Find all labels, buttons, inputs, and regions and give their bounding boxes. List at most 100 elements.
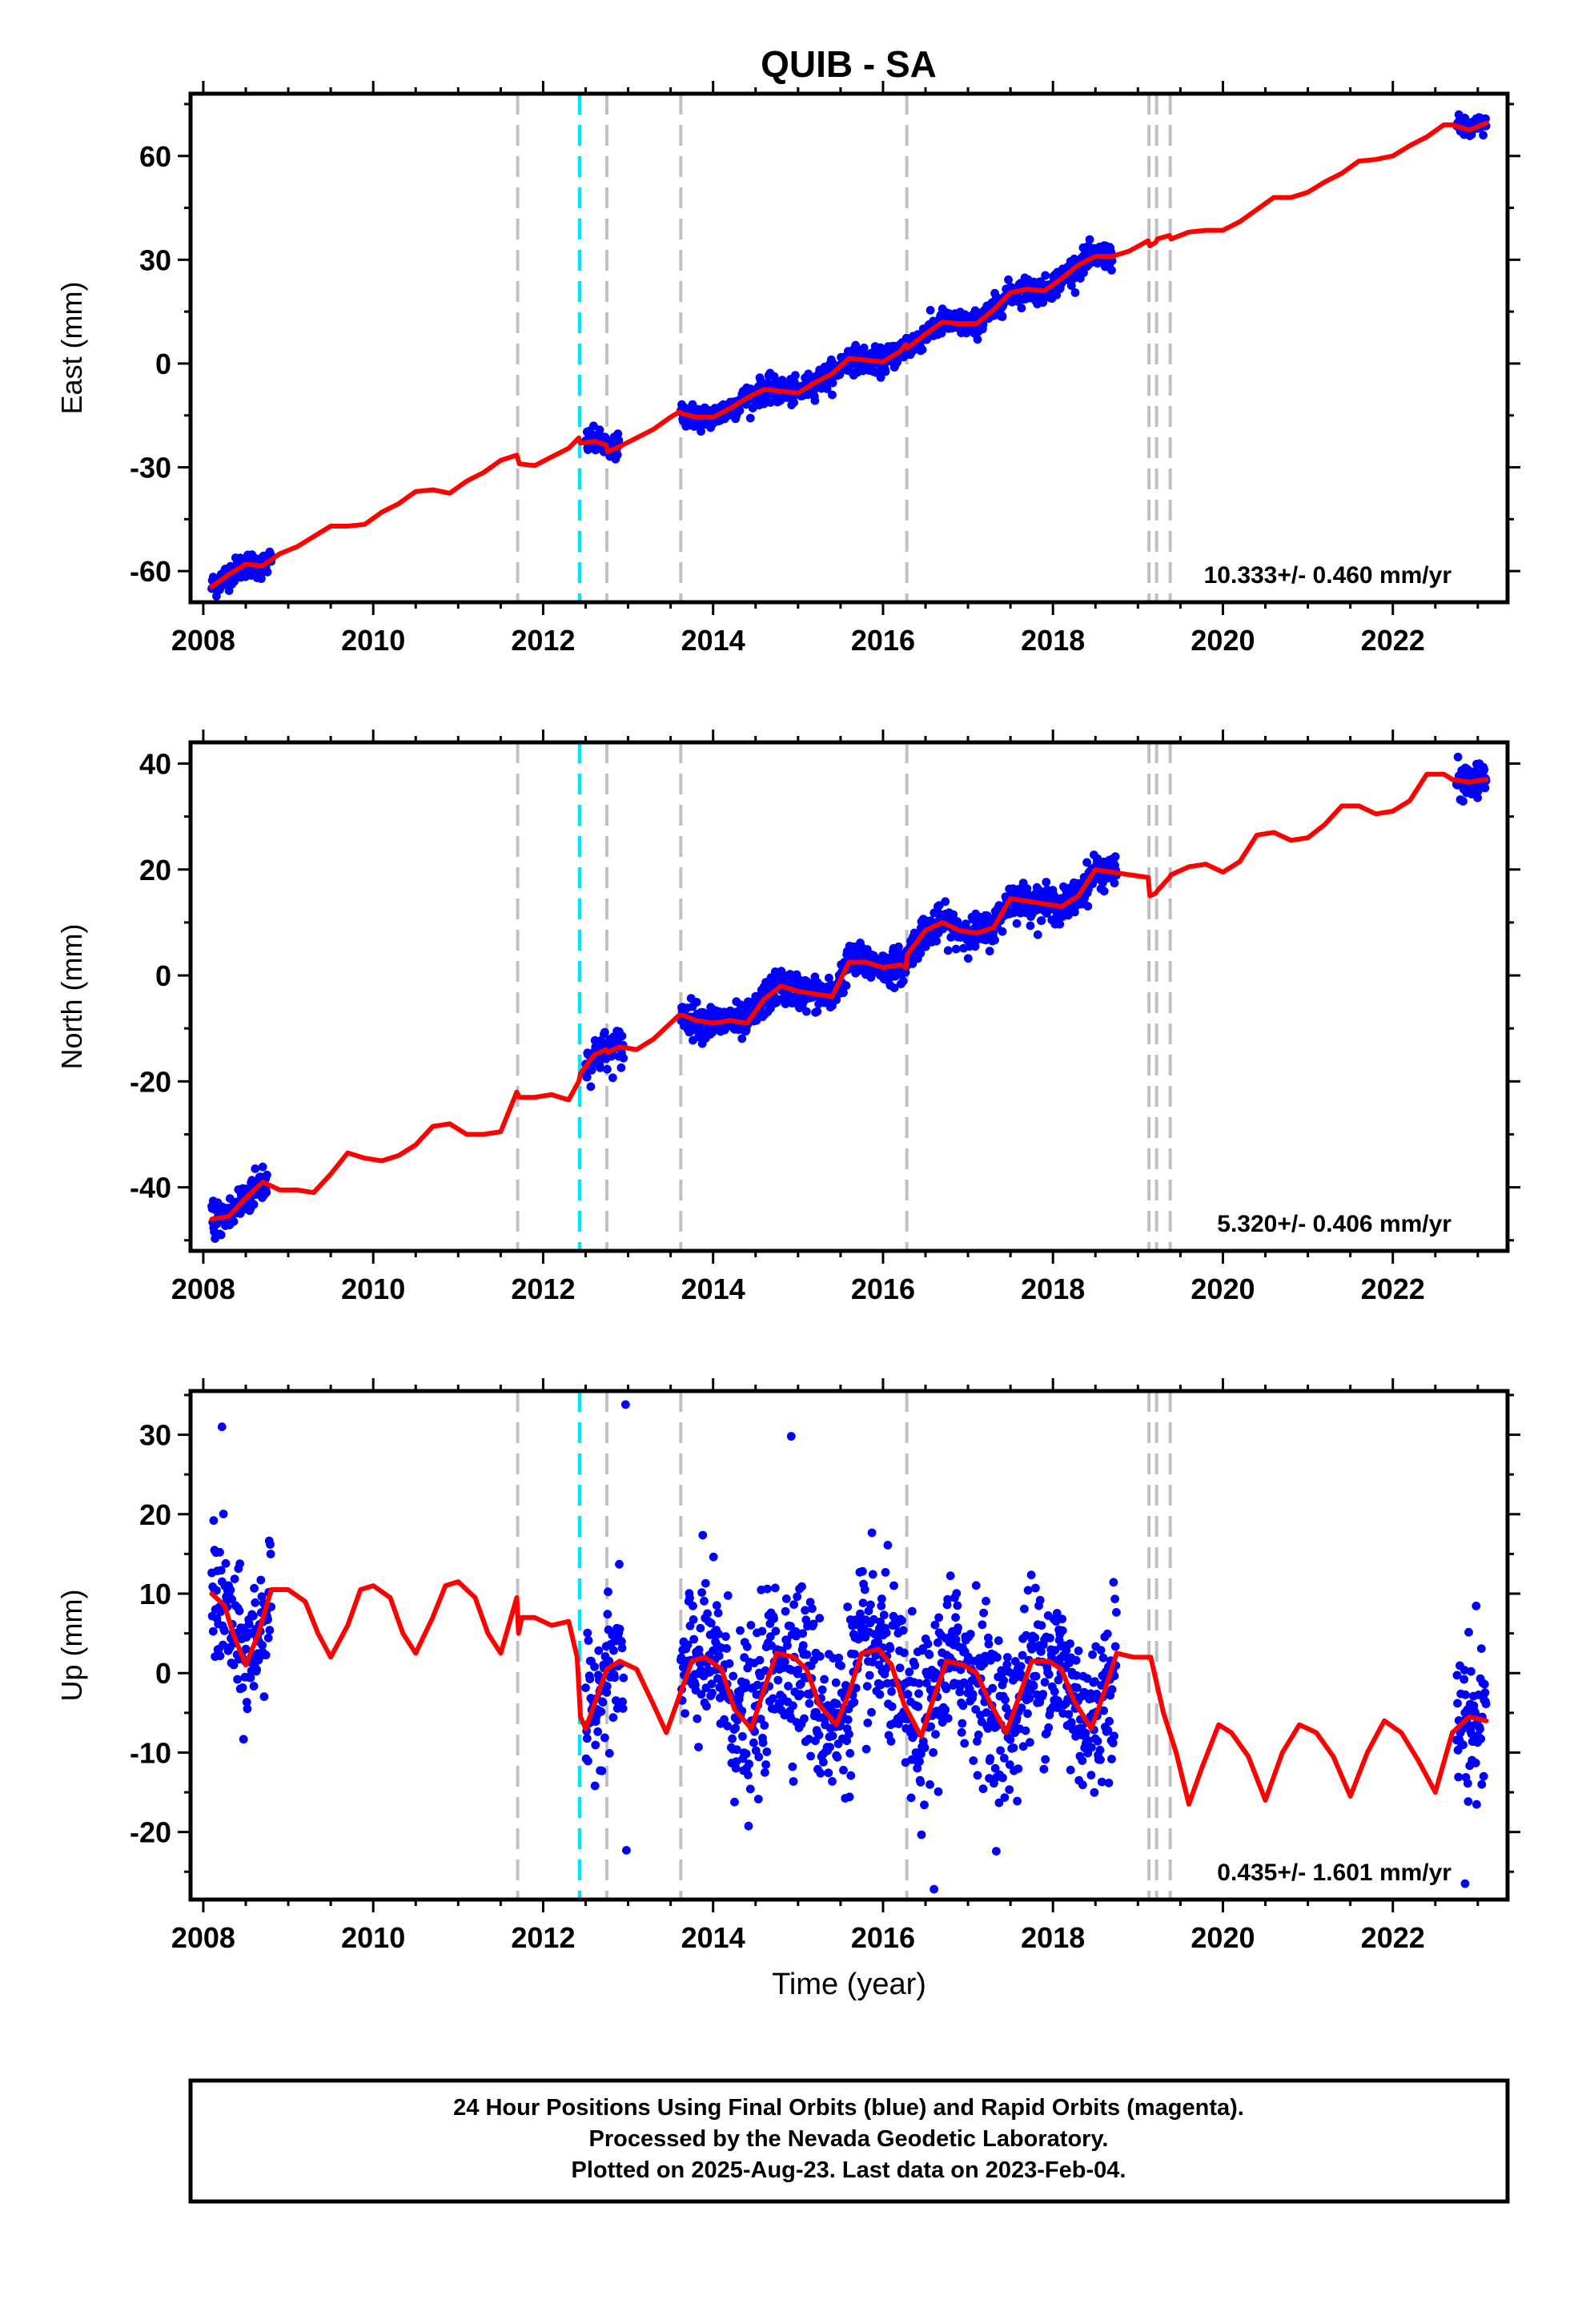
observation-point (1054, 1696, 1062, 1706)
observation-point (815, 1614, 825, 1623)
observation-point (681, 1709, 689, 1719)
observation-point (931, 1730, 940, 1739)
observation-point (923, 1639, 933, 1649)
observation-point (1037, 1621, 1046, 1630)
observation-point (974, 1731, 983, 1739)
observation-point (612, 450, 622, 460)
observation-point (889, 1581, 898, 1590)
observation-point (1109, 1578, 1118, 1587)
observation-point (1072, 1671, 1082, 1680)
observation-point (1063, 911, 1073, 920)
observation-point (1480, 765, 1489, 774)
observation-point (595, 425, 604, 435)
velocity-annotation: 10.333+/- 0.460 mm/yr (1204, 562, 1452, 589)
observation-point (783, 1641, 792, 1651)
observation-point (958, 1719, 967, 1728)
observation-point (1039, 1764, 1049, 1774)
observation-point (617, 1643, 627, 1653)
observation-point (257, 1592, 267, 1601)
observation-point (905, 1667, 914, 1677)
observation-point (219, 1510, 228, 1518)
observation-point (806, 1751, 815, 1761)
observation-point (793, 1665, 803, 1675)
observation-point (584, 1636, 593, 1645)
observation-point (263, 567, 272, 577)
observation-point (998, 1773, 1007, 1783)
y-tick-label: 0 (155, 1657, 171, 1690)
observation-points (207, 1400, 1491, 1894)
observation-point (1105, 1716, 1114, 1726)
x-tick-label: 2014 (681, 1273, 745, 1305)
observation-point (249, 1611, 258, 1621)
y-tick-label: -60 (130, 555, 171, 588)
observation-point (703, 1609, 712, 1618)
observation-point (954, 1623, 962, 1632)
observation-point (697, 1690, 706, 1699)
observation-point (603, 1610, 612, 1619)
observation-point (1046, 1634, 1054, 1642)
observation-point (907, 1606, 917, 1616)
observation-point (713, 1608, 723, 1618)
observation-point (229, 1660, 239, 1670)
observation-point (934, 1613, 943, 1622)
y-tick-label: -20 (130, 1065, 171, 1098)
observation-point (800, 1714, 809, 1723)
x-tick-label: 2008 (171, 1273, 235, 1305)
x-tick-label: 2010 (341, 1273, 405, 1305)
observation-point (742, 1642, 752, 1651)
observation-point (215, 1651, 225, 1661)
y-tick-label: 20 (139, 854, 171, 887)
observation-points (207, 110, 1491, 601)
observation-point (926, 1780, 934, 1789)
observation-point (235, 1559, 244, 1568)
observation-point (212, 592, 221, 601)
observation-point (736, 1626, 745, 1635)
observation-point (887, 1702, 897, 1711)
observation-point (762, 1747, 772, 1756)
observation-point (258, 1162, 267, 1172)
observation-point (813, 1007, 822, 1016)
observation-point (745, 1784, 755, 1794)
observation-point (215, 1547, 224, 1557)
observation-point (241, 1644, 251, 1654)
y-tick-label: -40 (130, 1172, 171, 1204)
observation-point (867, 1707, 876, 1717)
observation-point (894, 1719, 903, 1728)
observation-point (760, 1721, 769, 1730)
observation-point (1018, 1742, 1028, 1751)
observation-point (617, 1637, 626, 1647)
observation-point (619, 1673, 628, 1683)
observation-point (999, 1754, 1009, 1763)
observation-point (227, 1594, 236, 1604)
observation-point (212, 1586, 221, 1595)
observation-point (797, 1582, 806, 1591)
observation-point (894, 942, 903, 951)
observation-point (1050, 1646, 1060, 1655)
observation-point (900, 1648, 909, 1658)
observation-point (992, 1847, 1001, 1856)
observation-point (1005, 1785, 1014, 1795)
observation-point (797, 1679, 805, 1688)
model-line (209, 120, 1489, 589)
observation-point (238, 1683, 247, 1692)
y-tick-label: 30 (139, 1419, 171, 1452)
observation-point (702, 1702, 711, 1711)
observation-point (1053, 1703, 1062, 1712)
observation-point (876, 373, 885, 382)
observation-point (1016, 1662, 1026, 1671)
observation-point (871, 1651, 881, 1660)
observation-point (953, 1601, 962, 1610)
observation-point (824, 1768, 833, 1778)
observation-point (881, 367, 890, 376)
x-tick-label: 2018 (1021, 1273, 1085, 1305)
observation-point (769, 372, 779, 381)
observation-point (922, 1679, 931, 1688)
observation-point (1090, 1677, 1099, 1687)
observation-point (943, 1594, 953, 1604)
observation-point (1001, 1695, 1010, 1704)
observation-point (693, 1714, 702, 1723)
observation-point (825, 1743, 834, 1752)
velocity-annotation: 0.435+/- 1.601 mm/yr (1217, 1860, 1452, 1886)
observation-point (1033, 930, 1042, 939)
observation-point (1112, 1608, 1121, 1617)
